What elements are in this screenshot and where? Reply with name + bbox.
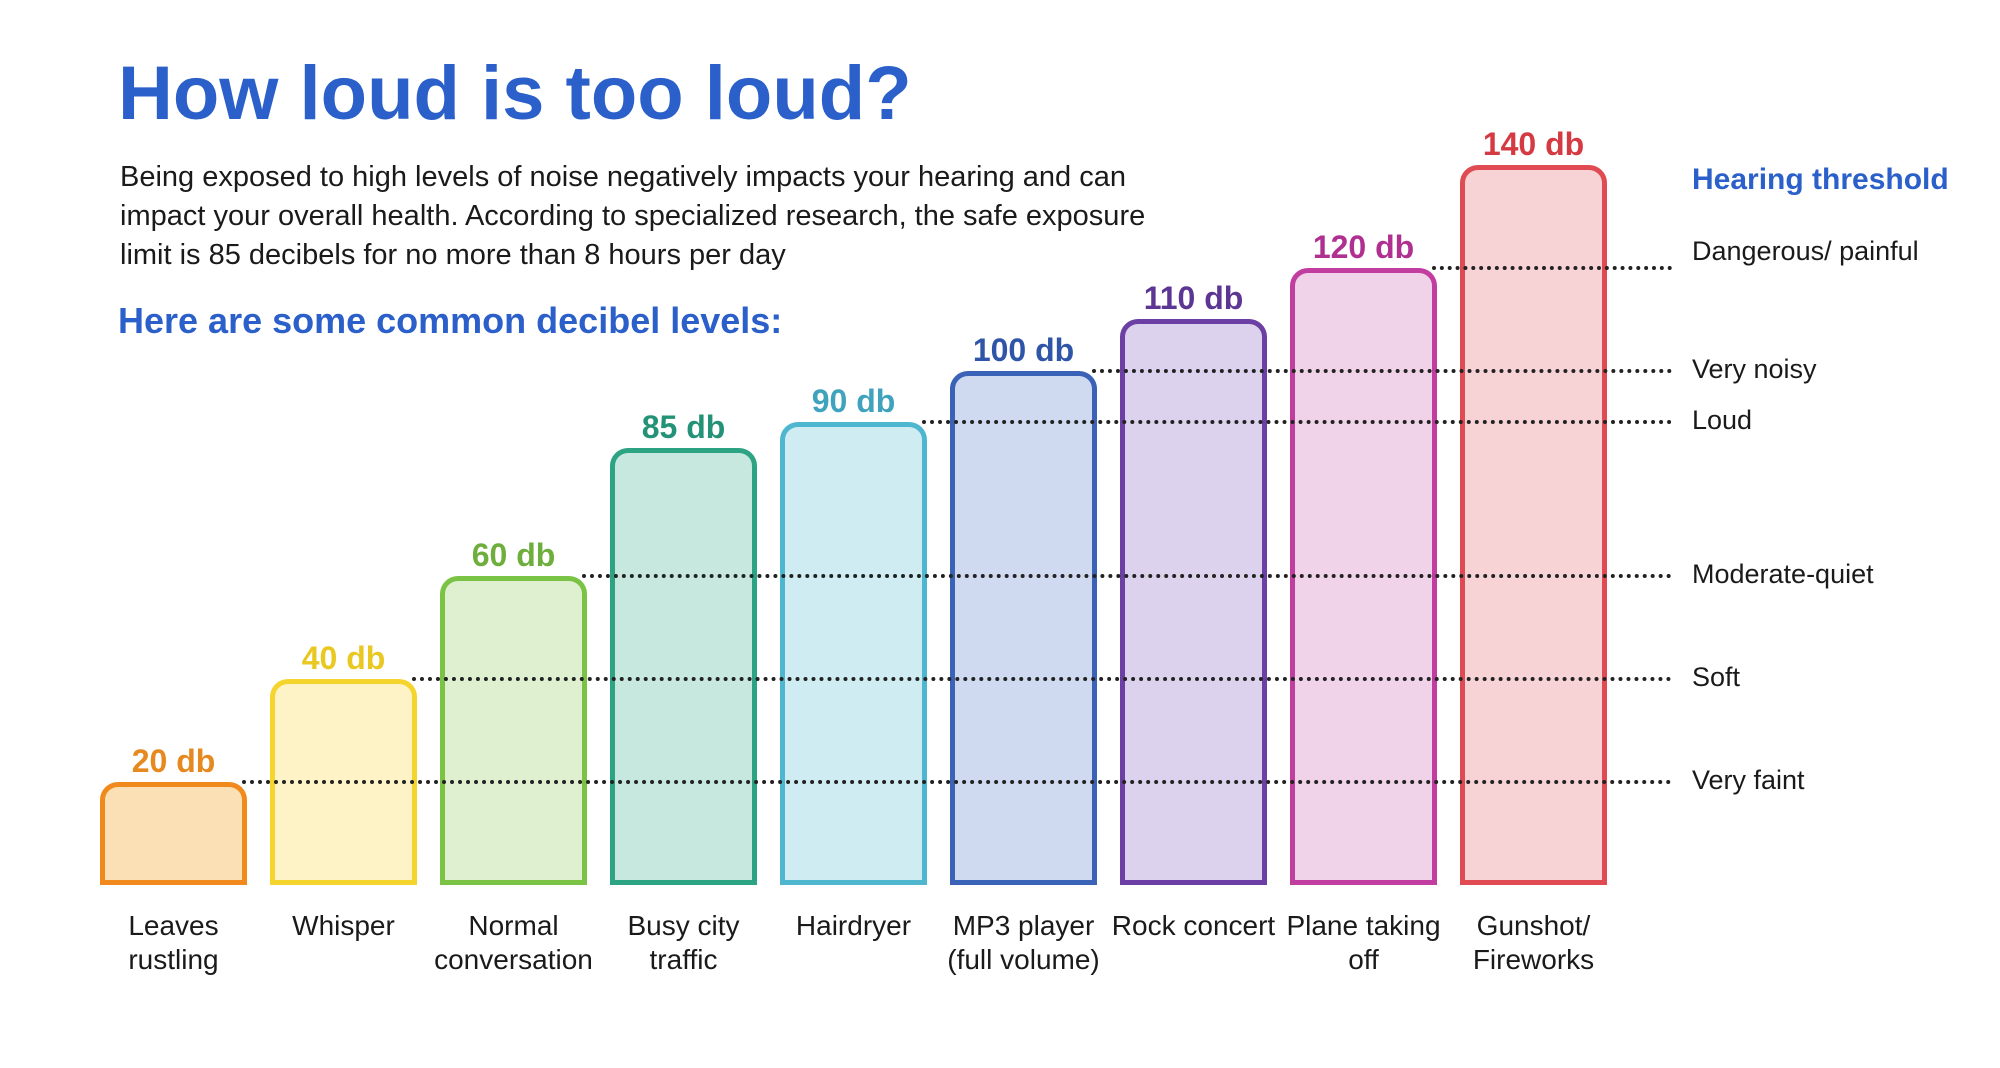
bar-x-label: MP3 player (full volume) — [935, 909, 1112, 976]
bar-x-label: Whisper — [255, 909, 432, 943]
threshold-gridline — [582, 574, 1672, 578]
threshold-legend-title: Hearing threshold — [1692, 163, 1949, 197]
chart-x-labels: Leaves rustlingWhisperNormal conversatio… — [100, 895, 1640, 1045]
bar-value-label: 120 db — [1295, 229, 1432, 266]
bar-value-label: 40 db — [275, 640, 412, 677]
chart-bar: 90 db — [780, 422, 927, 885]
bar-value-label: 100 db — [955, 332, 1092, 369]
threshold-label: Very noisy — [1692, 354, 1952, 385]
bar-x-label: Normal conversation — [425, 909, 602, 976]
bar-x-label: Hairdryer — [765, 909, 942, 943]
threshold-gridline — [1432, 266, 1672, 270]
bar-x-label: Gunshot/ Fireworks — [1445, 909, 1622, 976]
chart-bar: 100 db — [950, 371, 1097, 885]
decibel-bar-chart: 20 db40 db60 db85 db90 db100 db110 db120… — [100, 165, 1640, 885]
page-title: How loud is too loud? — [118, 50, 912, 137]
threshold-label: Very faint — [1692, 765, 1952, 796]
bar-value-label: 140 db — [1465, 126, 1602, 163]
threshold-gridline — [242, 780, 1672, 784]
threshold-label: Soft — [1692, 662, 1952, 693]
threshold-label: Loud — [1692, 405, 1952, 436]
chart-bar: 20 db — [100, 782, 247, 885]
chart-bar: 110 db — [1120, 319, 1267, 885]
bar-value-label: 90 db — [785, 383, 922, 420]
threshold-gridline — [412, 677, 1672, 681]
chart-bar: 140 db — [1460, 165, 1607, 885]
threshold-gridline — [1092, 369, 1672, 373]
bar-x-label: Rock concert — [1105, 909, 1282, 943]
chart-bar: 60 db — [440, 576, 587, 885]
bar-x-label: Plane taking off — [1275, 909, 1452, 976]
threshold-gridline — [922, 420, 1672, 424]
bar-value-label: 85 db — [615, 409, 752, 446]
bar-x-label: Leaves rustling — [85, 909, 262, 976]
bar-value-label: 110 db — [1125, 280, 1262, 317]
threshold-label: Dangerous/ painful — [1692, 236, 1952, 267]
chart-bar: 85 db — [610, 448, 757, 885]
bar-x-label: Busy city traffic — [595, 909, 772, 976]
threshold-label: Moderate-quiet — [1692, 559, 1952, 590]
bar-value-label: 20 db — [105, 743, 242, 780]
bar-value-label: 60 db — [445, 537, 582, 574]
